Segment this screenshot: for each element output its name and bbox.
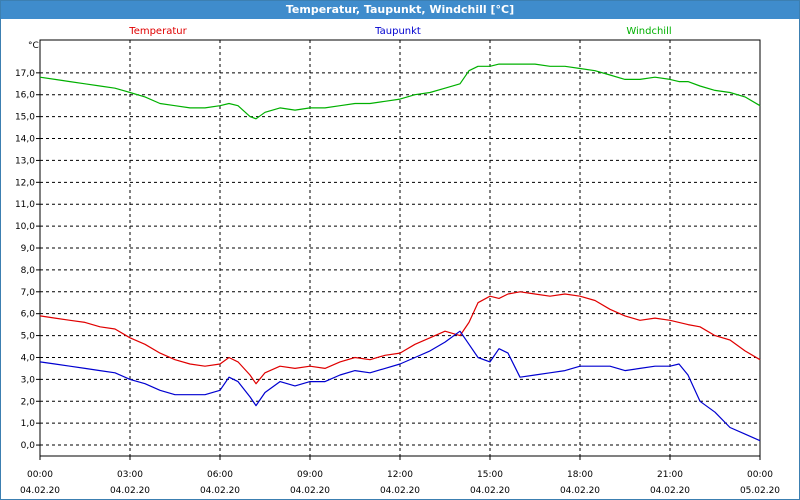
legend-item-temperatur: Temperatur	[128, 26, 187, 37]
x-tick-date: 04.02.20	[200, 486, 240, 496]
grid	[40, 40, 760, 456]
y-tick-label: 0,0	[21, 441, 36, 451]
x-tick-time: 18:00	[567, 470, 593, 480]
x-tick-date: 05.02.20	[740, 486, 780, 496]
x-tick-date: 04.02.20	[470, 486, 510, 496]
x-tick-time: 00:00	[747, 470, 773, 480]
x-tick-time: 06:00	[207, 470, 233, 480]
y-tick-label: 17,0	[15, 69, 35, 79]
y-tick-label: 16,0	[15, 91, 35, 101]
x-tick-date: 04.02.20	[380, 486, 420, 496]
y-tick-label: 8,0	[21, 266, 36, 276]
y-tick-label: 4,0	[21, 353, 36, 363]
y-tick-label: 2,0	[21, 397, 36, 407]
y-tick-label: 6,0	[21, 310, 36, 320]
series-line-temperatur	[39, 291, 761, 385]
x-tick-time: 03:00	[117, 470, 143, 480]
series-line-windchill	[39, 63, 761, 120]
legend-item-taupunkt: Taupunkt	[374, 26, 421, 37]
y-axis-unit: °C	[28, 41, 39, 51]
y-tick-label: 9,0	[21, 244, 36, 254]
x-tick-time: 12:00	[387, 470, 413, 480]
window-title: Temperatur, Taupunkt, Windchill [°C]	[1, 1, 799, 19]
legend-item-windchill: Windchill	[626, 26, 671, 37]
x-tick-date: 04.02.20	[20, 486, 60, 496]
x-tick-time: 09:00	[297, 470, 323, 480]
y-tick-label: 5,0	[21, 332, 36, 342]
y-tick-label: 7,0	[21, 288, 36, 298]
y-tick-label: 13,0	[15, 156, 35, 166]
x-tick-time: 00:00	[27, 470, 53, 480]
x-tick-date: 04.02.20	[290, 486, 330, 496]
x-tick-date: 04.02.20	[560, 486, 600, 496]
y-tick-label: 1,0	[21, 419, 36, 429]
y-tick-label: 14,0	[15, 135, 35, 145]
x-tick-date: 04.02.20	[110, 486, 150, 496]
x-tick-date: 04.02.20	[650, 486, 690, 496]
x-tick-time: 21:00	[657, 470, 683, 480]
y-tick-label: 15,0	[15, 113, 35, 123]
series-line-taupunkt	[39, 330, 761, 442]
series-lines	[39, 63, 761, 442]
x-tick-time: 15:00	[477, 470, 503, 480]
y-tick-label: 11,0	[15, 200, 35, 210]
y-tick-label: 10,0	[15, 222, 35, 232]
y-axis-ticks: 0,0 1,0 2,0 3,0 4,0 5,0 6,0 7,0 8,0 9,0 10,0 11,0 12…	[15, 69, 40, 451]
y-tick-label: 12,0	[15, 178, 35, 188]
x-axis-ticks: 00:00 04.02.20 03:00 04.02.20 06:00 04.02.20 0…	[20, 456, 780, 496]
legend: Temperatur Taupunkt Windchill	[128, 26, 671, 37]
y-tick-label: 3,0	[21, 375, 36, 385]
